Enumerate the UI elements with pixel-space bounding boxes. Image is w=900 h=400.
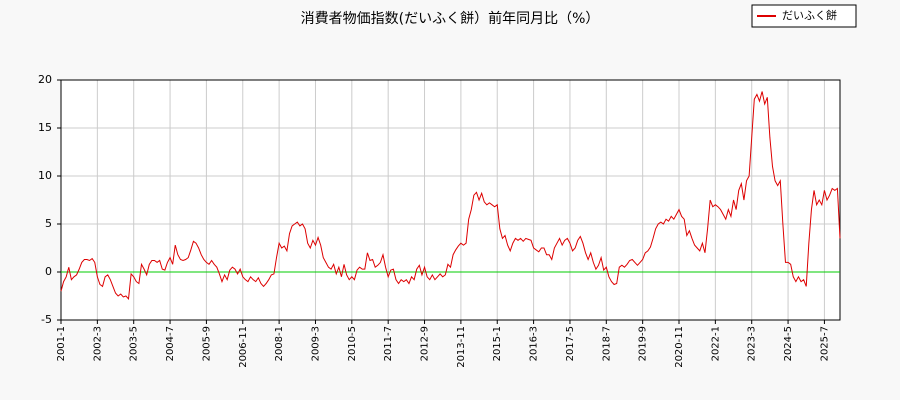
x-tick-label: 2010-5	[347, 326, 358, 361]
y-tick-label: -5	[41, 313, 52, 326]
x-tick-label: 2002-3	[92, 326, 103, 361]
x-tick-label: 2013-11	[456, 326, 467, 368]
x-tick-label: 2023-3	[747, 326, 758, 361]
x-tick-label: 2019-9	[638, 326, 649, 361]
x-tick-label: 2004-7	[165, 326, 176, 361]
legend-label: だいふく餅	[782, 8, 837, 22]
x-tick-label: 2017-5	[565, 326, 576, 361]
x-tick-label: 2008-1	[274, 326, 285, 361]
x-tick-label: 2024-5	[783, 326, 794, 361]
x-tick-label: 2018-7	[601, 326, 612, 361]
x-tick-label: 2022-1	[710, 326, 721, 361]
x-tick-label: 2009-3	[310, 326, 321, 361]
legend: だいふく餅	[751, 4, 857, 28]
x-tick-label: 2011-7	[383, 326, 394, 361]
x-tick-label: 2016-3	[529, 326, 540, 361]
y-tick-label: 15	[38, 121, 52, 134]
x-tick-label: 2006-11	[238, 326, 249, 368]
x-tick-label: 2003-5	[129, 326, 140, 361]
x-tick-label: 2005-9	[201, 326, 212, 361]
x-tick-label: 2015-1	[492, 326, 503, 361]
x-tick-label: 2025-7	[819, 326, 830, 361]
y-tick-label: 5	[45, 217, 52, 230]
y-tick-label: 20	[38, 73, 52, 86]
series-line	[60, 91, 841, 301]
plot-area	[61, 80, 840, 320]
y-tick-label: 10	[38, 169, 52, 182]
x-tick-label: 2001-1	[56, 326, 67, 361]
plot-frame	[60, 79, 841, 321]
chart-title: 消費者物価指数(だいふく餅）前年同月比（%）	[301, 10, 600, 27]
x-tick-label: 2012-9	[420, 326, 431, 361]
x-tick-label: 2020-11	[674, 326, 685, 368]
legend-box	[751, 4, 857, 28]
y-tick-label: 0	[45, 265, 52, 278]
